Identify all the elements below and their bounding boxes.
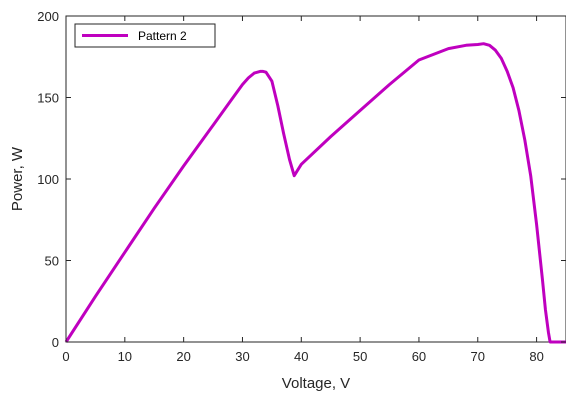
legend-box: [74, 23, 216, 48]
x-tick-label: 50: [353, 349, 367, 364]
y-tick-label: 150: [37, 91, 59, 106]
legend: Pattern 2: [74, 23, 216, 48]
x-tick-label: 20: [176, 349, 190, 364]
series-line-1: [64, 42, 566, 344]
y-tick-label: 200: [37, 9, 59, 24]
x-tick-label: 10: [118, 349, 132, 364]
y-axis-label: Power, W: [9, 146, 26, 211]
x-tick-label: 0: [62, 349, 69, 364]
x-tick-label: 70: [471, 349, 485, 364]
x-tick-label: 80: [529, 349, 543, 364]
y-tick-label: 100: [37, 172, 59, 187]
y-tick-label: 0: [52, 335, 59, 350]
legend-entry-pattern-2: Pattern 2: [138, 29, 187, 43]
series-layer: [64, 42, 566, 344]
x-axis-label: Voltage, V: [282, 375, 350, 392]
x-tick-label: 60: [412, 349, 426, 364]
y-tick-label: 50: [45, 254, 59, 269]
ticks: 0 10 20 30 40 50 60 70 80 0 50 100 150 200: [37, 9, 566, 364]
x-tick-label: 30: [235, 349, 249, 364]
x-tick-label: 40: [294, 349, 308, 364]
